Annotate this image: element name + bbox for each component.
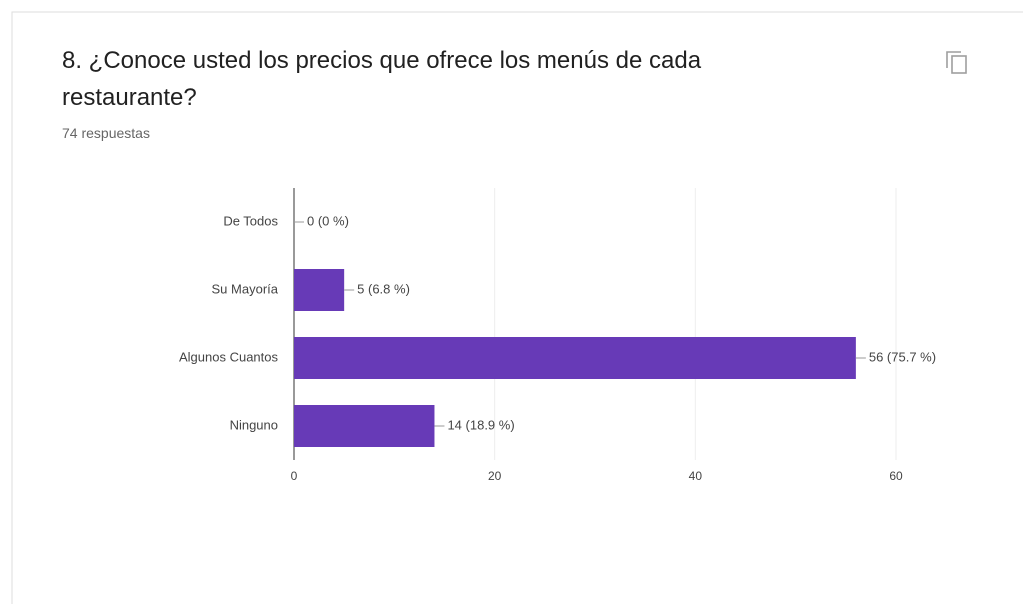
- y-tick-label: De Todos: [223, 213, 278, 228]
- chart-title: 8. ¿Conoce usted los precios que ofrece …: [62, 47, 702, 111]
- y-tick-label: Ninguno: [230, 417, 278, 432]
- x-tick-label: 40: [689, 469, 703, 483]
- copy-icon-back: [946, 51, 961, 68]
- value-label: 5 (6.8 %): [357, 281, 410, 296]
- x-tick-label: 60: [889, 469, 903, 483]
- value-label: 56 (75.7 %): [869, 349, 936, 364]
- y-tick-label: Su Mayoría: [212, 281, 279, 296]
- card: [11, 11, 1023, 604]
- bar: [294, 405, 435, 447]
- value-label: 0 (0 %): [307, 213, 349, 228]
- bar: [294, 337, 856, 379]
- value-label: 14 (18.9 %): [447, 417, 514, 432]
- chart-subtitle: 74 respuestas: [62, 125, 150, 141]
- bar: [294, 269, 345, 311]
- copy-icon-front: [951, 55, 967, 74]
- x-tick-label: 0: [291, 469, 298, 483]
- y-tick-label: Algunos Cuantos: [179, 349, 279, 364]
- x-tick-label: 20: [488, 469, 502, 483]
- copy-icon[interactable]: [946, 51, 967, 74]
